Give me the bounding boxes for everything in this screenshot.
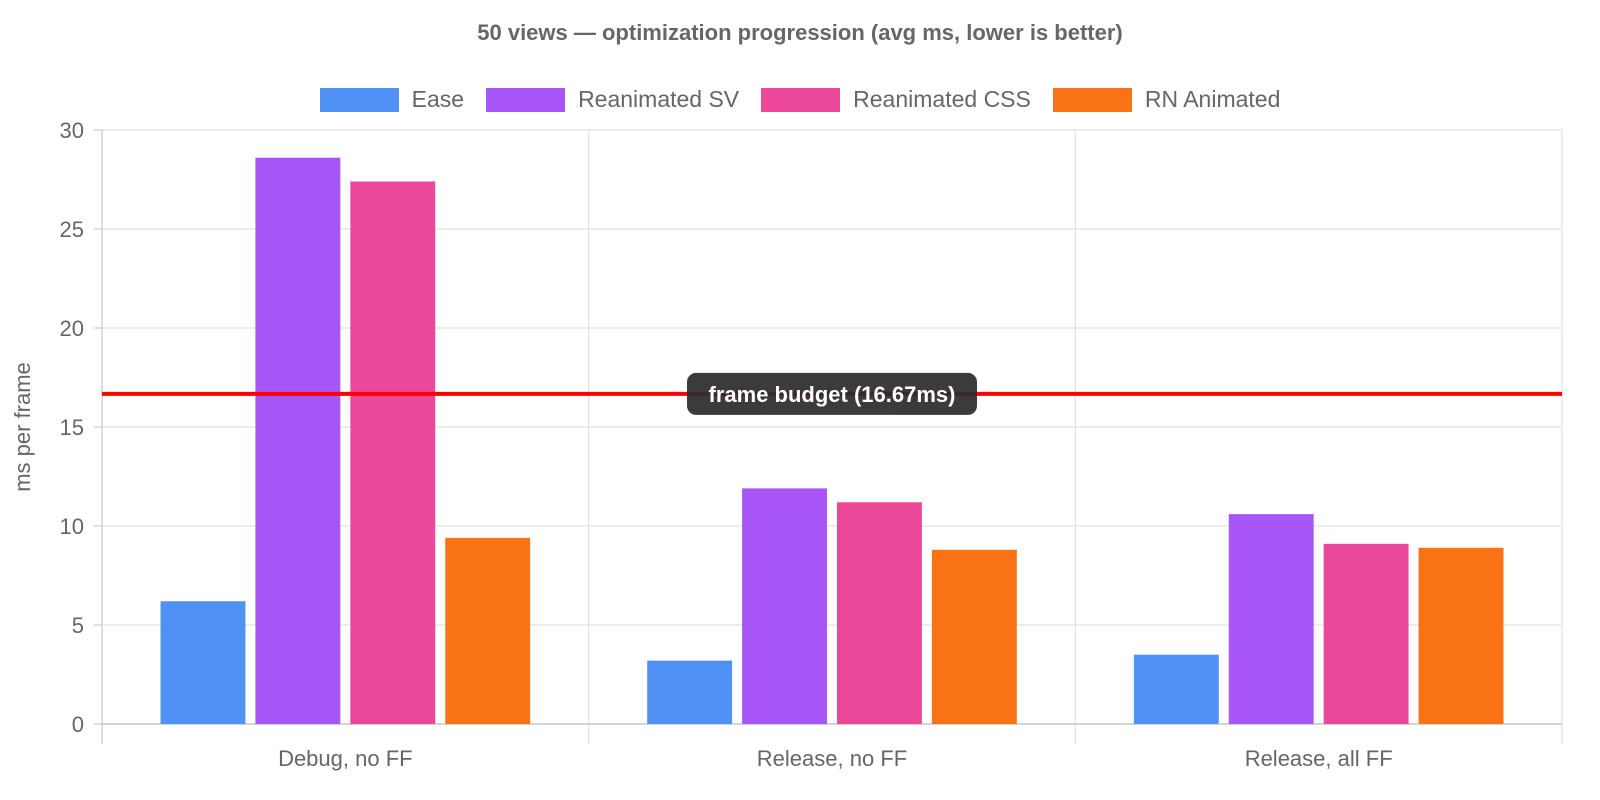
y-tick-label: 30 [60,118,84,143]
y-tick-label: 25 [60,217,84,242]
bar [1323,543,1409,724]
frame-budget-label-box [687,372,977,415]
bar [350,181,436,725]
y-tick-label: 5 [72,613,84,638]
legend-label: Ease [411,86,465,112]
bar [1228,514,1314,724]
legend-swatch [486,87,566,112]
bar [160,601,246,724]
legend-label: Reanimated SV [578,86,740,112]
bar [647,660,733,724]
y-axis-title: ms per frame [10,362,35,492]
legend-item[interactable]: Reanimated SV [486,86,739,113]
y-tick-label: 15 [60,415,84,440]
legend-item[interactable]: RN Animated [1052,86,1281,113]
legend-label: RN Animated [1144,86,1281,112]
bar [837,502,922,724]
legend-item[interactable]: Ease [319,86,465,113]
x-tick-label: Release, no FF [757,746,907,771]
bar [1133,654,1219,724]
legend-label: Reanimated CSS [853,86,1031,112]
x-tick-label: Debug, no FF [278,746,413,771]
legend: Ease Reanimated SV Reanimated CSS RN Animat… [0,86,1600,113]
legend-swatch [761,87,841,112]
y-tick-label: 10 [60,514,84,539]
bar [1418,547,1504,724]
x-tick-label: Release, all FF [1245,746,1393,771]
frame-budget-label: frame budget (16.67ms) [709,382,956,407]
legend-swatch [319,87,399,112]
y-tick-label: 20 [60,316,84,341]
legend-swatch [1052,87,1132,112]
legend-item[interactable]: Reanimated CSS [761,86,1031,113]
bar [445,537,531,724]
bar [742,488,827,724]
bar [931,549,1017,724]
chart-title: 50 views — optimization progression (avg… [477,20,1123,45]
bar [255,157,341,725]
y-tick-label: 0 [72,712,84,737]
